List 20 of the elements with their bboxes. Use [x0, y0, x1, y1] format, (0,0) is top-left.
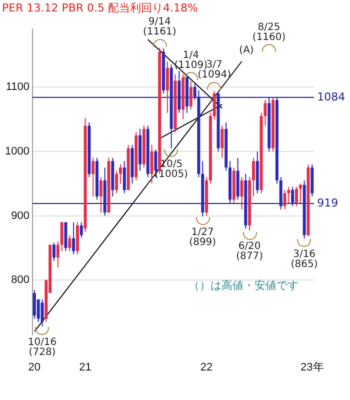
- y-tick-label: 800: [11, 274, 30, 286]
- x-tick-label: 20: [28, 361, 41, 374]
- chart-title: PER 13.12 PBR 0.5 配当利回り4.18%: [2, 1, 198, 14]
- annotation: 1/4 (1109): [174, 50, 208, 71]
- annotation: 8/25 (1160): [252, 22, 286, 43]
- x-tick-label: 21: [79, 361, 92, 374]
- y-tick-label: 900: [11, 210, 30, 222]
- annotation: 1/27 (899): [189, 227, 216, 248]
- ref-line-label: 919: [317, 196, 338, 210]
- annotation: 6/20 (877): [236, 241, 264, 262]
- y-tick-label: 1100: [6, 81, 30, 94]
- annotation: 3/16 (865): [290, 248, 318, 270]
- ref-line-label: 1084: [317, 90, 346, 104]
- annotation: 10/16 (728): [28, 337, 57, 358]
- x-tick-label: 23年: [300, 361, 324, 374]
- annotation: （）は高値・安値です: [188, 278, 298, 292]
- y-tick-label: 1000: [4, 145, 30, 158]
- x-tick-label: 22: [200, 361, 213, 374]
- annotation: 9/14 (1161): [142, 16, 176, 38]
- annotation: (A): [239, 45, 254, 56]
